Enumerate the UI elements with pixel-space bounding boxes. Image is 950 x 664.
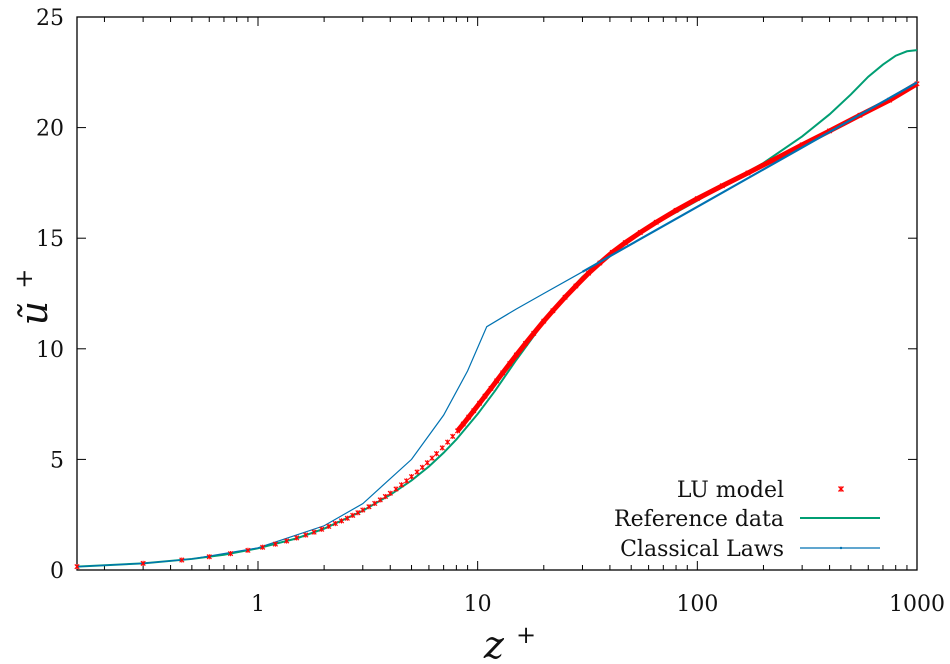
legend-swatch-classical-laws-dot bbox=[839, 546, 843, 550]
lu-model-point bbox=[179, 557, 185, 563]
lu-model-point bbox=[694, 195, 700, 202]
lu-model-point bbox=[433, 451, 440, 457]
lu-model-point bbox=[338, 518, 345, 524]
lu-model-point bbox=[488, 385, 494, 392]
x-axis-label: z + bbox=[483, 621, 536, 664]
lu-model-point bbox=[471, 408, 477, 414]
lu-model-point bbox=[653, 219, 659, 225]
lu-model-point bbox=[283, 538, 290, 544]
lu-model-point bbox=[424, 460, 430, 466]
lu-model-point bbox=[550, 308, 556, 314]
plot-frame bbox=[76, 16, 918, 571]
lu-model-point bbox=[355, 510, 361, 516]
lu-model-point bbox=[586, 270, 592, 276]
lu-model-point bbox=[745, 170, 751, 176]
y-tick-label: 5 bbox=[50, 448, 64, 473]
lu-model-point bbox=[541, 318, 547, 324]
lu-model-point bbox=[382, 493, 388, 500]
x-tick-label: 1000 bbox=[889, 592, 945, 617]
legend-label-reference-data: Reference data bbox=[614, 507, 784, 532]
series-classical-laws-line bbox=[76, 81, 918, 568]
lu-model-point bbox=[398, 482, 405, 488]
lu-model-point bbox=[414, 469, 420, 475]
x-axis-label-base: z bbox=[483, 623, 505, 664]
lu-model-point bbox=[326, 523, 332, 530]
lu-model-point bbox=[272, 541, 279, 547]
lu-model-point bbox=[429, 455, 435, 461]
y-tick-label: 10 bbox=[36, 338, 64, 363]
x-axis: 1 10 100 1000 bbox=[103, 17, 945, 617]
y-tick-label: 15 bbox=[36, 227, 64, 252]
lu-model-point bbox=[513, 352, 519, 358]
y-tick-label: 25 bbox=[36, 6, 64, 31]
y-tick-label: 0 bbox=[50, 559, 64, 584]
lu-model-point bbox=[622, 239, 628, 246]
lu-model-point bbox=[439, 445, 445, 451]
lu-model-point bbox=[206, 554, 212, 560]
lu-model-point bbox=[494, 378, 500, 384]
legend-swatches bbox=[800, 486, 880, 550]
x-axis-label-sup: + bbox=[516, 621, 536, 649]
legend-swatch-lu-model bbox=[838, 486, 844, 492]
lu-model-point bbox=[332, 520, 338, 527]
lu-model-point bbox=[74, 564, 80, 570]
lu-model-point bbox=[460, 421, 466, 427]
lu-model-point bbox=[140, 560, 146, 566]
legend: LU model Reference data Classical Laws bbox=[614, 478, 880, 562]
lu-model-point bbox=[393, 486, 399, 492]
lu-model-point bbox=[507, 360, 513, 367]
series-lu-model-band bbox=[455, 81, 919, 433]
legend-label-lu-model: LU model bbox=[677, 478, 784, 503]
x-tick-label: 100 bbox=[676, 592, 718, 617]
lu-model-point bbox=[372, 500, 378, 507]
lu-model-point bbox=[319, 526, 325, 532]
lu-model-point bbox=[366, 504, 372, 510]
lu-model-point bbox=[408, 474, 415, 480]
y-axis-label-sup: + bbox=[10, 269, 38, 289]
x-tick-label: 1 bbox=[251, 592, 265, 617]
lu-model-point bbox=[500, 370, 506, 376]
lu-model-point bbox=[227, 551, 234, 557]
lu-model-point bbox=[387, 490, 393, 496]
y-tick-label: 20 bbox=[36, 117, 64, 142]
lu-model-point bbox=[419, 464, 425, 470]
lu-model-point bbox=[311, 529, 317, 535]
lu-model-point bbox=[445, 439, 451, 445]
lu-model-point bbox=[573, 283, 579, 289]
lu-model-point bbox=[294, 535, 300, 541]
lu-model-point bbox=[673, 207, 679, 213]
lu-model-point bbox=[350, 512, 356, 518]
lu-model-point bbox=[344, 515, 350, 521]
lu-model-point bbox=[466, 414, 472, 420]
y-axis-label: ũ + bbox=[10, 269, 56, 326]
lu-model-point bbox=[562, 294, 568, 300]
lu-model-point bbox=[719, 183, 725, 189]
y-axis: 0 5 10 15 20 25 bbox=[36, 6, 917, 584]
lu-model-point bbox=[482, 393, 488, 399]
lu-model-point bbox=[769, 157, 776, 163]
series-reference-data-line bbox=[76, 49, 918, 568]
series-classical-laws-overlay bbox=[581, 81, 918, 273]
lu-model-point bbox=[260, 544, 266, 550]
lu-model-point bbox=[245, 547, 251, 553]
lu-model-point bbox=[303, 532, 309, 538]
lu-model-point bbox=[377, 497, 383, 503]
lu-model-point bbox=[404, 478, 410, 484]
lu-model-point bbox=[531, 330, 537, 336]
lu-model-point bbox=[360, 507, 366, 513]
y-axis-label-base: ũ bbox=[12, 301, 56, 325]
lu-model-point bbox=[450, 433, 456, 440]
legend-label-classical-laws: Classical Laws bbox=[620, 537, 784, 562]
x-tick-label: 10 bbox=[464, 592, 492, 617]
lu-model-point bbox=[454, 428, 461, 434]
lu-model-point bbox=[476, 400, 483, 406]
lu-model-point bbox=[637, 229, 643, 236]
series-layer bbox=[74, 49, 920, 570]
lu-model-point bbox=[522, 340, 529, 347]
